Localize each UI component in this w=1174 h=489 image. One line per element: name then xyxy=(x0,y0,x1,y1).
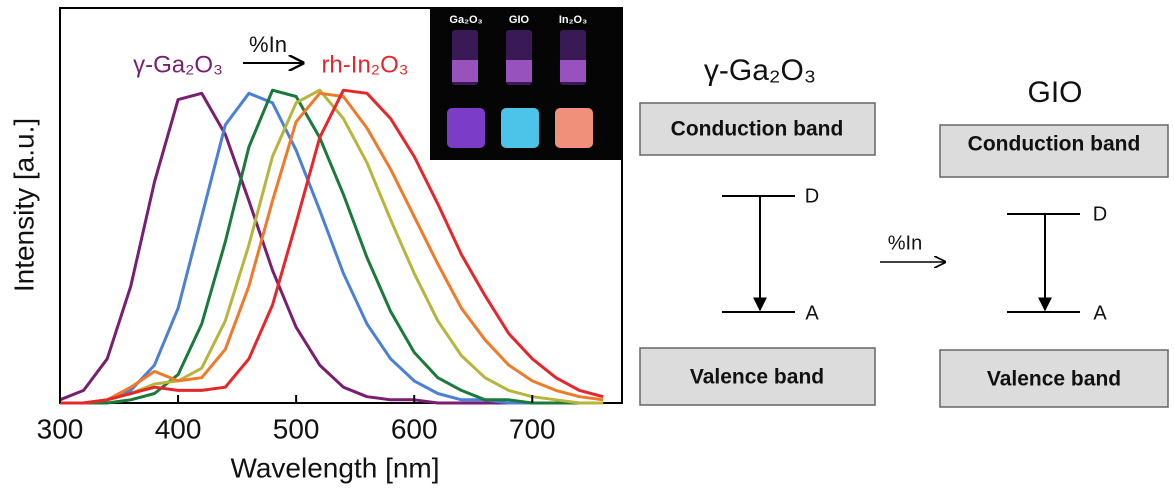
arrow-label: %In xyxy=(888,232,922,254)
x-tick-label: 600 xyxy=(391,413,438,444)
spectrum-line xyxy=(60,91,604,405)
x-tick-label: 400 xyxy=(155,413,202,444)
conduction-band xyxy=(939,124,1169,178)
x-tick-label: 500 xyxy=(273,413,320,444)
inset-label: GIO xyxy=(509,14,530,26)
level-label: D xyxy=(1093,203,1107,225)
inset-label: Ga₂O₃ xyxy=(449,14,482,26)
band-label: Valence band xyxy=(987,368,1121,391)
x-tick-label: 300 xyxy=(37,413,84,444)
y-axis-title: Intensity [a.u.] xyxy=(8,118,39,292)
panel-title: GIO xyxy=(1027,76,1082,109)
annotation: %In xyxy=(249,32,287,57)
level-label: D xyxy=(805,185,819,207)
plot-frame xyxy=(59,7,623,404)
level-label: A xyxy=(1093,302,1107,324)
annotation: rh-In₂O₃ xyxy=(321,51,408,78)
annotation: γ-Ga₂O₃ xyxy=(133,51,223,78)
conduction-band xyxy=(639,102,876,156)
spectrum-line xyxy=(60,88,604,405)
inset-label: In₂O₃ xyxy=(559,14,587,26)
band-label: Valence band xyxy=(690,366,824,389)
level-label: A xyxy=(805,302,819,324)
spectrum-line xyxy=(60,91,604,405)
inset-photo xyxy=(430,8,622,160)
band-label: Conduction band xyxy=(671,118,844,141)
panel-title: γ-Ga₂O₃ xyxy=(704,54,816,87)
x-axis-title: Wavelength [nm] xyxy=(230,452,439,483)
valence-band xyxy=(639,347,876,406)
x-tick-label: 700 xyxy=(509,413,556,444)
spectrum-line xyxy=(60,88,604,405)
band-label: Conduction band xyxy=(968,133,1141,156)
curves xyxy=(59,88,604,405)
valence-band xyxy=(939,349,1169,408)
spectrum-line xyxy=(60,88,604,405)
